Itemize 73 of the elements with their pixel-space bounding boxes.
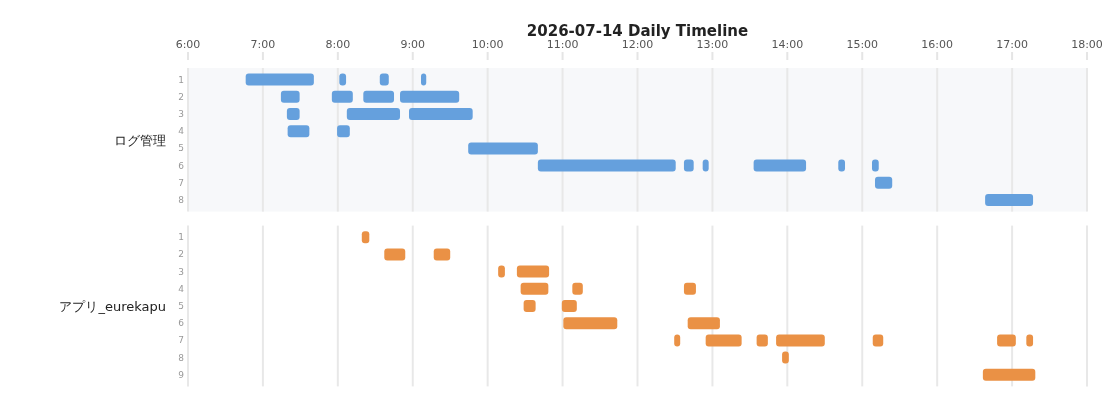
bar: [683, 282, 696, 295]
bar: [561, 300, 577, 312]
y-tick-label: 2: [178, 91, 184, 102]
bar: [872, 334, 884, 347]
bar: [1026, 334, 1034, 347]
chart-title: 2026-07-14 Daily Timeline: [526, 22, 749, 40]
y-tick-label: 6: [178, 160, 185, 171]
y-tick-label: 8: [178, 195, 185, 205]
x-tick-label: 6:00: [175, 38, 201, 51]
x-tick-label: 14:00: [771, 38, 804, 51]
bar: [537, 159, 676, 172]
y-tick-label: 7: [178, 335, 184, 346]
bar: [379, 73, 389, 86]
bar: [245, 73, 314, 86]
y-tick-label: 5: [178, 301, 184, 311]
bar: [871, 159, 879, 172]
bar: [516, 265, 550, 278]
y-tick-label: 6: [178, 318, 185, 329]
bar: [280, 90, 300, 103]
bar: [384, 248, 406, 261]
x-tick-label: 11:00: [546, 38, 579, 51]
bar: [498, 265, 505, 278]
y-axis-title: アプリ_eurekapu: [59, 299, 166, 314]
x-tick-label: 17:00: [996, 38, 1028, 51]
y-axis-title: ログ管理: [114, 132, 166, 148]
x-tick-label: 8:00: [325, 38, 351, 51]
bar: [400, 90, 460, 103]
bar: [563, 317, 618, 330]
bar: [756, 334, 768, 347]
bar: [363, 90, 395, 103]
y-tick-label: 4: [178, 283, 185, 294]
bar: [838, 159, 846, 172]
y-tick-label: 2: [178, 249, 184, 260]
bar: [286, 108, 300, 120]
y-tick-label: 5: [178, 143, 184, 154]
bar: [776, 334, 825, 347]
x-tick-label: 16:00: [921, 38, 954, 51]
bar: [753, 159, 807, 172]
x-tick-label: 12:00: [621, 38, 654, 51]
bar: [287, 125, 310, 138]
y-tick-label: 8: [178, 352, 185, 363]
x-tick-label: 7:00: [250, 38, 276, 51]
bar: [337, 125, 350, 138]
bar: [433, 248, 451, 261]
bar: [346, 108, 401, 120]
bar: [331, 90, 353, 103]
y-tick-label: 1: [178, 74, 184, 85]
bar: [523, 300, 536, 312]
bar: [683, 159, 694, 172]
bar: [468, 142, 538, 155]
y-tick-label: 9: [178, 369, 185, 380]
x-tick-label: 9:00: [400, 38, 426, 51]
bar: [982, 368, 1036, 381]
x-tick-label: 13:00: [696, 38, 729, 51]
bar: [409, 108, 473, 120]
bar: [705, 334, 742, 347]
x-tick-label: 15:00: [846, 38, 879, 51]
bar: [520, 282, 549, 295]
y-tick-label: 3: [178, 109, 184, 119]
y-tick-label: 7: [178, 177, 184, 188]
bar: [674, 334, 681, 347]
bar: [874, 176, 893, 189]
x-tick-label: 10:00: [471, 38, 504, 51]
y-tick-label: 3: [178, 266, 184, 277]
y-tick-label: 1: [178, 232, 184, 243]
bar: [687, 317, 720, 330]
bar: [782, 351, 789, 364]
bar: [339, 73, 347, 86]
bar: [985, 194, 1034, 206]
y-tick-label: 4: [178, 126, 185, 137]
bar: [572, 282, 583, 295]
bar: [997, 334, 1016, 347]
x-tick-label: 18:00: [1071, 38, 1103, 51]
